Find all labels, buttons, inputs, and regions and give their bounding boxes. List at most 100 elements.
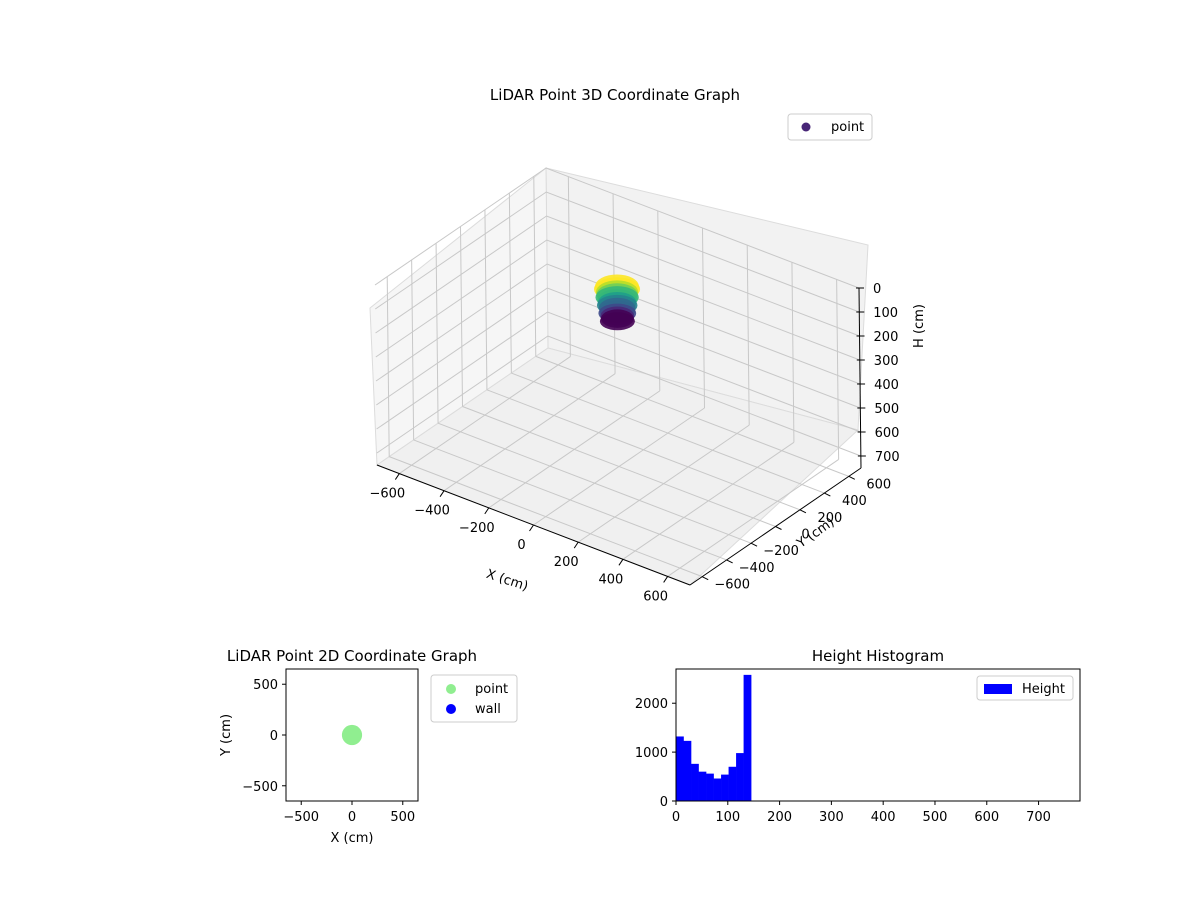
histogram-title: Height Histogram [812,647,944,665]
z-tick-label-3d-7: 700 [875,450,900,465]
legend-2d-label-point: point [475,682,508,697]
grid-floor-y-3 [462,406,776,527]
x-tick-label-hist-4: 400 [871,810,896,825]
x-tick-label-3d-1: −400 [414,504,450,519]
ticks-2d: −500 0 500 −500 0 500 [242,678,415,825]
legend-2d-label-wall: wall [475,702,501,717]
z-tick-label-3d-6: 600 [875,426,900,441]
grid-wall-h-5 [376,287,861,409]
y-axis-label-2d: Y (cm) [219,714,234,757]
x-tick-3d-4 [573,541,579,549]
grid-back-x-0 [567,176,571,357]
grid-wall-h-1 [374,191,860,313]
x-tick-label-2d-1: 0 [348,810,356,825]
legend-3d: point [787,113,873,141]
grid-wall-h-4 [375,263,861,385]
grid-wall-h-0 [374,167,860,289]
y-tick-label-3d-3: 0 [801,528,809,543]
grid-back-x-4 [746,245,750,426]
y-tick-label-3d-6: 600 [866,477,891,492]
grid-wall-h-6 [376,311,861,433]
chart-3d: −600−400−2000200400600−600−400−200020040… [369,86,927,604]
y-tick-label-3d-2: −200 [763,544,799,559]
y-tick-label-3d-1: −400 [739,561,775,576]
histogram-bar-9 [743,674,752,801]
y-tick-3d-6 [848,475,856,480]
x-tick-3d-5 [618,559,624,566]
legend-2d-marker-wall [446,704,456,714]
y-tick-label-2d-1: 0 [270,729,278,744]
grid-back-x-5 [791,262,795,443]
y-tick-3d-3 [775,526,782,530]
histogram-bar-3 [698,771,707,801]
x-tick-label-3d-2: −200 [459,521,495,536]
legend-histogram-label: Height [1022,682,1065,697]
x-tick-label-3d-5: 400 [599,572,624,587]
y-tick-label-2d-0: −500 [242,780,278,795]
y-tick-3d-5 [824,492,831,497]
histogram-bar-0 [676,736,684,801]
z-tick-label-3d-5: 500 [874,402,899,417]
chart-2d: LiDAR Point 2D Coordinate Graph −500 0 500… [219,647,518,846]
z-axis-label-3d: H (cm) [912,304,927,348]
grid-back-x-2 [657,210,661,391]
x-tick-label-3d-4: 200 [554,555,579,570]
histogram-bar-8 [736,753,744,801]
grid-side-y-3 [460,226,463,407]
grid-side-y-0 [386,276,390,457]
x-tick-3d-0 [394,473,400,480]
legend-histogram-swatch [984,684,1012,694]
grid-floor-y-1 [413,439,727,561]
z-tick-label-3d-0: 0 [873,282,881,297]
y-tick-label-hist-0: 0 [660,795,668,810]
legend-3d-label-point: point [831,120,864,135]
x-tick-label-2d-0: −500 [283,810,319,825]
x-tick-label-2d-2: 500 [390,810,415,825]
grid-side-y-1 [411,259,415,440]
chart-3d-title: LiDAR Point 3D Coordinate Graph [490,86,740,104]
z-tick-label-3d-4: 400 [874,378,899,393]
grid-floor-y-5 [511,372,825,494]
y-tick-label-3d-0: −600 [714,578,750,593]
legend-3d-box [787,113,873,141]
histogram-bars [676,674,752,801]
y-tick-3d-0 [701,576,709,581]
y-tick-3d-1 [726,559,733,564]
histogram-bar-5 [713,778,722,801]
point-cluster-3d [593,274,641,331]
x-tick-label-3d-0: −600 [369,487,405,502]
grid-side-y-2 [435,243,439,424]
z-tick-label-3d-1: 100 [873,306,898,321]
x-tick-label-hist-2: 200 [767,810,792,825]
y-axis-label-3d: Y (cm) [794,515,838,552]
grid-back-x-6 [836,279,840,460]
x-tick-label-hist-0: 0 [672,810,680,825]
point-cluster-2d [341,724,363,746]
chart-2d-title: LiDAR Point 2D Coordinate Graph [227,647,477,665]
chart-histogram: Height Histogram 0 100 200 300 400 500 600 7000… [635,647,1081,825]
x-tick-label-3d-6: 600 [643,589,668,604]
x-tick-3d-1 [439,490,445,497]
x-tick-label-hist-7: 700 [1026,810,1051,825]
axes-3d: −600−400−2000200400600−600−400−200020040… [369,282,899,604]
y-tick-label-hist-2: 2000 [635,697,668,712]
grid-side-y-5 [508,193,512,374]
grid-floor-y-6 [535,355,849,477]
plot-frame-histogram [675,668,1081,802]
y-tick-3d-4 [799,509,807,514]
point-cluster-2d-disc [341,724,363,746]
histogram-bar-6 [721,774,729,801]
x-axis-label-2d: X (cm) [331,831,374,846]
x-tick-3d-6 [663,576,669,583]
y-tick-3d-2 [750,542,758,547]
x-tick-label-hist-6: 600 [974,810,999,825]
ticks-histogram: 0 100 200 300 400 500 600 700 0 1000 2000 [635,697,1051,825]
legend-histogram: Height [976,675,1074,701]
z-axis-line-3d [858,287,862,469]
legend-2d: point wall [430,674,518,723]
legend-2d-marker-point [446,684,456,694]
histogram-bar-2 [691,763,699,801]
grid-3d [374,167,862,578]
x-tick-label-3d-3: 0 [517,538,525,553]
